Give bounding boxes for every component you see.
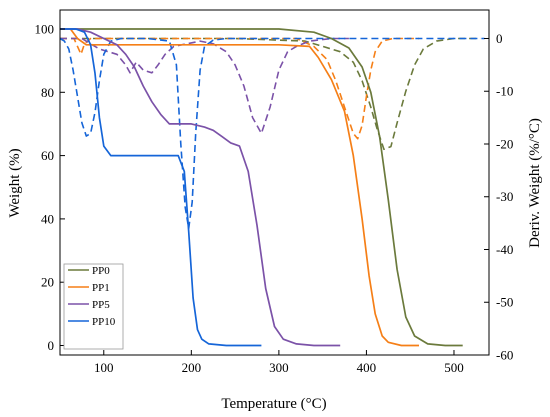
legend-item-pp10: PP10 <box>68 316 116 328</box>
series-pp5 <box>60 28 341 347</box>
y2-tick-label: 0 <box>496 31 503 46</box>
legend-label-pp0: PP0 <box>92 265 110 277</box>
y-tick-label: 100 <box>35 21 55 36</box>
x-tick-label: 200 <box>182 360 202 375</box>
plot-frame <box>59 9 490 356</box>
x-tick-label: 400 <box>357 360 377 375</box>
x-tick-label: 300 <box>269 360 289 375</box>
legend-label-pp1: PP1 <box>92 282 110 294</box>
x-tick-label: 100 <box>94 360 114 375</box>
legend-item-pp0: PP0 <box>68 265 110 277</box>
series-pp0 <box>60 28 463 347</box>
legend: PP0 PP1 PP5 PP10 <box>63 263 124 350</box>
series-pp1-dtg <box>60 37 419 140</box>
y2-tick-label: -60 <box>496 348 513 363</box>
axis-ticks: 100 200 300 400 500 0 20 40 60 80 100 0 -10 -20 -30 -40… <box>35 21 514 375</box>
plot-lines <box>59 28 485 347</box>
legend-item-pp5: PP5 <box>68 299 110 311</box>
legend-label-pp10: PP10 <box>92 316 116 328</box>
y-axis-title: Weight (%) <box>7 148 23 217</box>
series-pp10 <box>60 28 262 347</box>
y2-tick-label: -40 <box>496 242 513 257</box>
y-tick-label: 0 <box>48 338 55 353</box>
y2-tick-label: -50 <box>496 295 513 310</box>
y2-tick-label: -10 <box>496 84 513 99</box>
x-tick-label: 500 <box>444 360 464 375</box>
series-pp10-dtg <box>59 37 262 230</box>
legend-item-pp1: PP1 <box>68 282 110 294</box>
series-pp0-dtg <box>60 37 481 151</box>
y-tick-label: 40 <box>41 211 54 226</box>
legend-label-pp5: PP5 <box>92 299 110 311</box>
series-pp1 <box>60 28 419 347</box>
y2-axis-title: Deriv. Weight (%/°C) <box>527 118 543 248</box>
legend-box <box>63 263 124 350</box>
y2-tick-label: -20 <box>496 136 513 151</box>
y-tick-label: 60 <box>41 148 54 163</box>
y-tick-label: 80 <box>41 85 54 100</box>
x-axis-title: Temperature (°C) <box>221 396 326 412</box>
y-tick-label: 20 <box>41 275 54 290</box>
y2-tick-label: -30 <box>496 189 513 204</box>
series-pp5-dtg <box>60 37 349 135</box>
